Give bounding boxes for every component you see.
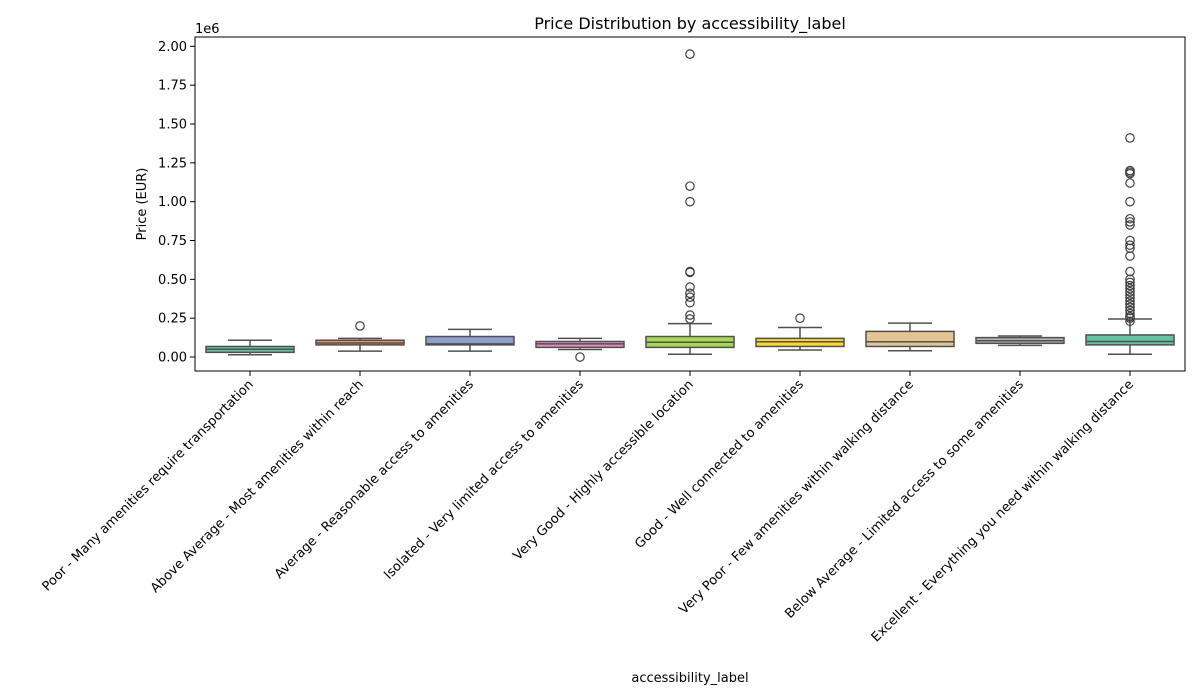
- outlier-point: [1125, 217, 1135, 227]
- outlier-point: [1125, 302, 1135, 313]
- y-tick-label: 1.75: [158, 79, 187, 94]
- outlier-point: [1125, 220, 1135, 230]
- outlier-point: [1125, 240, 1135, 250]
- y-axis-label: Price (EUR): [135, 168, 150, 241]
- outlier-point: [1125, 308, 1135, 319]
- y-tick-label: 0.00: [158, 351, 187, 366]
- outlier-point: [685, 266, 695, 277]
- outlier-point: [685, 196, 695, 207]
- plot-frame: [194, 36, 1186, 372]
- outlier-point: [1125, 266, 1135, 277]
- outlier-point: [685, 297, 695, 308]
- box-iqr: [425, 335, 515, 346]
- outlier-point: [685, 181, 695, 191]
- outlier-point: [685, 292, 695, 303]
- outlier-point: [1125, 235, 1135, 246]
- outlier-point: [1125, 251, 1135, 261]
- outlier-point: [685, 288, 695, 299]
- outlier-point: [1125, 305, 1135, 316]
- y-tick-label: 2.00: [158, 40, 187, 55]
- x-axis-label: accessibility_label: [631, 671, 748, 686]
- outlier-point: [1125, 133, 1135, 143]
- outlier-point: [1125, 280, 1135, 291]
- outlier-point: [1125, 243, 1135, 254]
- outlier-point: [1125, 213, 1135, 224]
- outlier-point: [685, 282, 695, 292]
- outlier-point: [1125, 296, 1135, 306]
- outlier-point: [1125, 196, 1135, 207]
- outlier-point: [685, 49, 695, 59]
- outlier-point: [1125, 286, 1135, 297]
- outlier-point: [355, 321, 365, 331]
- outlier-point: [685, 310, 695, 320]
- y-tick-label: 1.00: [158, 195, 187, 210]
- outlier-point: [795, 313, 805, 323]
- outlier-point: [1125, 290, 1135, 300]
- outlier-point: [1125, 311, 1135, 322]
- box-iqr: [865, 330, 955, 348]
- outlier-point: [1125, 178, 1135, 188]
- outlier-point: [1125, 299, 1135, 309]
- y-tick-label: 0.25: [158, 312, 187, 327]
- outlier-point: [1125, 283, 1135, 294]
- outlier-point: [685, 314, 695, 324]
- outlier-point: [1125, 293, 1135, 303]
- outlier-point: [1125, 277, 1135, 288]
- y-tick-label: 1.50: [158, 117, 187, 132]
- outlier-point: [1125, 316, 1135, 327]
- box-iqr: [1085, 334, 1175, 346]
- y-axis-offset-label: 1e6: [195, 22, 220, 37]
- y-tick-label: 0.75: [158, 234, 187, 249]
- outlier-point: [1125, 165, 1135, 176]
- outlier-point: [1125, 274, 1135, 285]
- y-tick-label: 0.50: [158, 273, 187, 288]
- y-tick-label: 1.25: [158, 156, 187, 171]
- outlier-point: [575, 352, 585, 362]
- chart-title: Price Distribution by accessibility_labe…: [534, 14, 846, 34]
